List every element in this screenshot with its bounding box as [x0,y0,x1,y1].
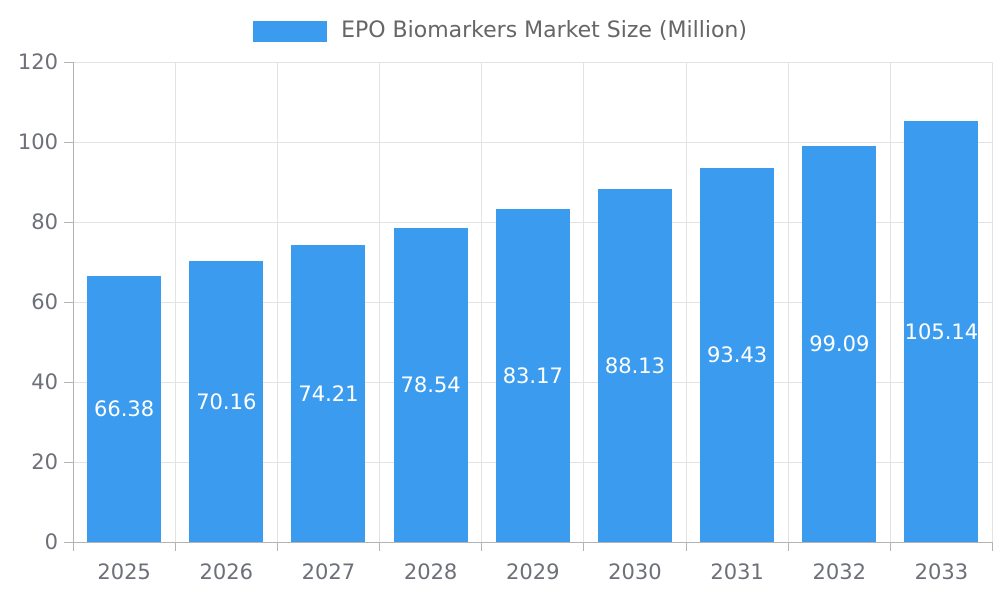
x-tick-label: 2028 [403,560,458,584]
y-tick-label: 120 [17,50,58,74]
bar[interactable] [393,227,468,542]
gridline-vertical [992,62,993,542]
legend-item[interactable]: EPO Biomarkers Market Size (Million) [0,18,1000,44]
gridline-horizontal [73,141,993,143]
x-axis-tick [276,542,278,551]
gridline-vertical [174,62,176,542]
y-tick-label: 0 [44,530,58,554]
x-axis-tick [583,542,585,551]
x-tick-label: 2030 [608,560,662,584]
legend-label: EPO Biomarkers Market Size (Million) [341,18,747,43]
bar-value-label: 93.43 [707,343,768,368]
x-axis-tick [72,542,74,551]
bar-value-label: 88.13 [604,353,665,378]
y-axis-line [72,62,74,551]
y-tick-label: 60 [31,290,58,314]
x-axis-tick [174,542,176,551]
x-axis-line [64,541,993,543]
x-tick-label: 2032 [812,560,866,584]
x-tick-label: 2027 [301,560,356,584]
x-axis-tick [992,542,993,551]
bar-value-label: 70.16 [196,389,257,414]
y-tick-label: 80 [31,210,58,234]
legend-marker-icon [253,20,328,42]
y-axis-tick [64,61,73,63]
x-tick-label: 2033 [914,560,969,584]
gridline-vertical [276,62,278,542]
bar-value-label: 99.09 [809,331,870,356]
x-tick-label: 2029 [506,560,560,584]
y-axis-tick [64,381,73,383]
y-tick-label: 20 [31,450,58,474]
x-axis-tick [889,542,891,551]
bar[interactable] [189,261,264,542]
bar[interactable] [87,276,162,542]
x-axis-tick [379,542,380,551]
y-axis-tick [64,461,73,463]
y-tick-label: 100 [17,130,58,154]
bar-value-label: 66.38 [94,397,155,422]
bar-value-label: 83.17 [502,363,563,388]
gridline-vertical [379,62,380,542]
x-tick-label: 2025 [97,560,151,584]
x-tick-label: 2031 [710,560,764,584]
y-axis-tick [64,221,73,223]
x-tick-label: 2026 [199,560,253,584]
bar[interactable] [597,189,672,542]
gridline-horizontal [73,61,993,63]
x-axis-tick [787,542,789,551]
bar-value-label: 105.14 [904,319,979,344]
gridline-vertical [787,62,789,542]
bar-value-label: 74.21 [298,381,359,406]
x-axis-tick [685,542,687,551]
y-axis-tick [64,141,73,143]
bar-value-label: 78.54 [400,372,461,397]
gridline-vertical [583,62,585,542]
bar[interactable] [291,245,366,542]
y-axis-tick [64,301,73,303]
gridline-vertical [889,62,891,542]
bar[interactable] [904,121,979,542]
y-tick-label: 40 [31,370,58,394]
gridline-vertical [685,62,687,542]
gridline-vertical [481,62,483,542]
x-axis-tick [481,542,483,551]
bar[interactable] [495,209,570,542]
bar[interactable] [802,145,877,542]
bar[interactable] [700,168,775,542]
